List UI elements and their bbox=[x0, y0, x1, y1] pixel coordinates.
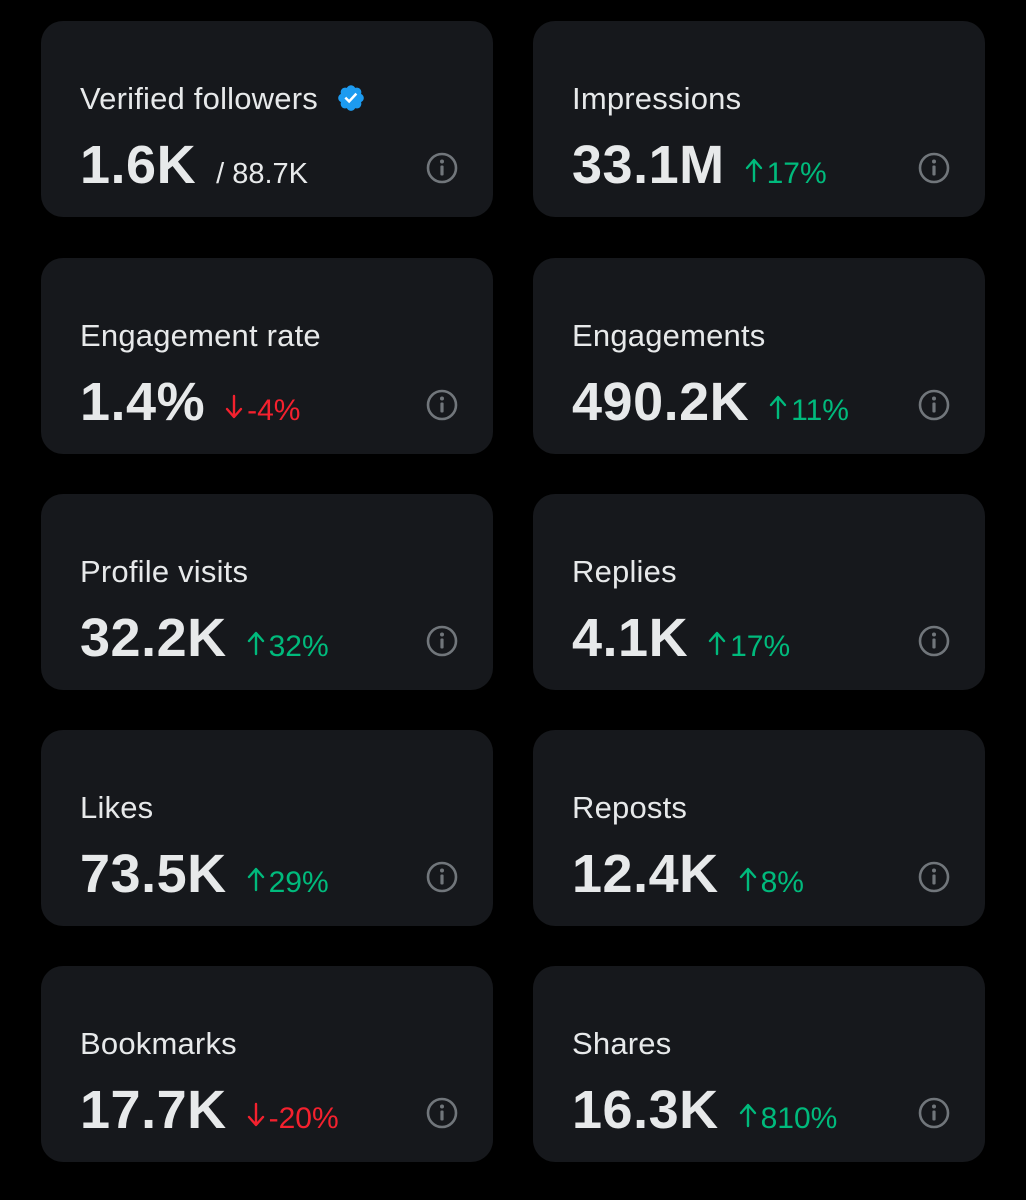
arrow-up-icon bbox=[739, 867, 756, 892]
metric-card-verified-followers: Verified followers 1.6K / 88.7K bbox=[41, 21, 493, 217]
metric-card-impressions: Impressions 33.1M 17% bbox=[533, 21, 985, 217]
info-icon[interactable] bbox=[917, 388, 951, 422]
metric-title: Verified followers bbox=[80, 79, 366, 119]
info-icon[interactable] bbox=[917, 151, 951, 185]
metric-change: 810% bbox=[739, 1102, 837, 1136]
metric-change: 29% bbox=[247, 866, 329, 900]
metric-title: Likes bbox=[80, 790, 154, 825]
arrow-up-icon bbox=[708, 631, 726, 656]
arrow-up-icon bbox=[247, 631, 264, 656]
arrow-up-icon bbox=[745, 158, 762, 183]
info-icon[interactable] bbox=[425, 624, 459, 658]
metric-card-shares: Shares 16.3K 810% bbox=[533, 966, 985, 1162]
metric-total: / 88.7K bbox=[216, 158, 308, 190]
metric-title: Shares bbox=[572, 1026, 672, 1061]
metric-title: Replies bbox=[572, 554, 677, 589]
metric-title: Reposts bbox=[572, 790, 688, 825]
metric-card-replies: Replies 4.1K 17% bbox=[533, 494, 985, 690]
metric-title: Profile visits bbox=[80, 554, 249, 589]
verified-badge-icon bbox=[338, 85, 364, 111]
metric-card-bookmarks: Bookmarks 17.7K -20% bbox=[41, 966, 493, 1162]
info-icon[interactable] bbox=[917, 624, 951, 658]
metric-card-engagements: Engagements 490.2K 11% bbox=[533, 258, 985, 454]
arrow-up-icon bbox=[739, 1103, 756, 1128]
metric-value: 12.4K bbox=[572, 844, 719, 904]
metric-value: 33.1M bbox=[572, 135, 725, 195]
metric-change: 17% bbox=[708, 630, 790, 664]
metric-change: -4% bbox=[225, 394, 300, 428]
metric-change: 11% bbox=[769, 394, 849, 428]
arrow-down-icon bbox=[247, 1102, 264, 1127]
metric-change: -20% bbox=[247, 1102, 339, 1136]
metric-card-engagement-rate: Engagement rate 1.4% -4% bbox=[41, 258, 493, 454]
info-icon[interactable] bbox=[917, 1096, 951, 1130]
metric-value: 1.6K bbox=[80, 135, 197, 195]
metric-card-profile-visits: Profile visits 32.2K 32% bbox=[41, 494, 493, 690]
metric-value: 17.7K bbox=[80, 1080, 227, 1140]
info-icon[interactable] bbox=[917, 860, 951, 894]
info-icon[interactable] bbox=[425, 1096, 459, 1130]
metric-value: 1.4% bbox=[80, 372, 206, 432]
metric-change: 8% bbox=[739, 866, 804, 900]
info-icon[interactable] bbox=[425, 388, 459, 422]
metric-card-reposts: Reposts 12.4K 8% bbox=[533, 730, 985, 926]
info-icon[interactable] bbox=[425, 860, 459, 894]
metric-value: 490.2K bbox=[572, 372, 750, 432]
metric-title: Bookmarks bbox=[80, 1026, 237, 1061]
metric-card-likes: Likes 73.5K 29% bbox=[41, 730, 493, 926]
metric-change: 32% bbox=[247, 630, 329, 664]
arrow-up-icon bbox=[769, 395, 787, 420]
metric-value: 73.5K bbox=[80, 844, 227, 904]
arrow-down-icon bbox=[225, 394, 243, 419]
metric-value: 32.2K bbox=[80, 608, 227, 668]
metric-value: 4.1K bbox=[572, 608, 689, 668]
metric-value: 16.3K bbox=[572, 1080, 719, 1140]
metric-title: Engagement rate bbox=[80, 318, 321, 353]
metric-change: 17% bbox=[745, 157, 827, 191]
info-icon[interactable] bbox=[425, 151, 459, 185]
metric-title: Engagements bbox=[572, 318, 766, 353]
metric-title: Impressions bbox=[572, 81, 742, 116]
arrow-up-icon bbox=[247, 867, 264, 892]
